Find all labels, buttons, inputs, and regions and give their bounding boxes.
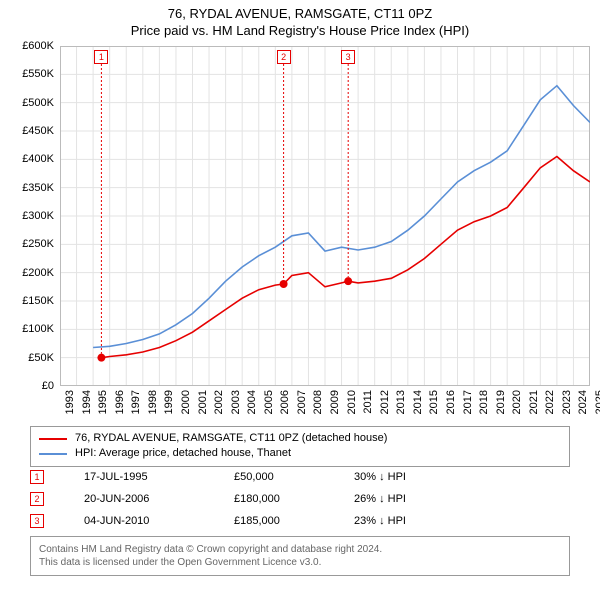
chart-title: 76, RYDAL AVENUE, RAMSGATE, CT11 0PZ Pri… <box>0 0 600 40</box>
footer-attribution: Contains HM Land Registry data © Crown c… <box>30 536 570 576</box>
x-tick-label: 2002 <box>213 390 225 414</box>
transaction-price: £185,000 <box>234 515 354 527</box>
chart-container: 76, RYDAL AVENUE, RAMSGATE, CT11 0PZ Pri… <box>0 0 600 590</box>
x-tick-label: 2022 <box>544 390 556 414</box>
x-tick-label: 2007 <box>296 390 308 414</box>
transaction-price: £50,000 <box>234 471 354 483</box>
x-tick-label: 2000 <box>180 390 192 414</box>
transaction-marker: 1 <box>30 470 44 484</box>
x-tick-label: 2025 <box>594 390 600 414</box>
transaction-marker: 2 <box>277 50 291 64</box>
x-tick-label: 2003 <box>230 390 242 414</box>
x-tick-label: 2011 <box>362 390 374 414</box>
legend-item: HPI: Average price, detached house, Than… <box>39 446 561 461</box>
transaction-marker: 3 <box>30 514 44 528</box>
transaction-hpi: 23% ↓ HPI <box>354 515 570 527</box>
y-tick-label: £200K <box>22 267 54 279</box>
x-tick-label: 2013 <box>395 390 407 414</box>
legend-swatch <box>39 438 67 440</box>
x-tick-label: 2001 <box>197 390 209 414</box>
x-tick-label: 2017 <box>462 390 474 414</box>
x-tick-label: 1995 <box>97 390 109 414</box>
footer-line-2: This data is licensed under the Open Gov… <box>39 556 561 569</box>
x-tick-label: 2024 <box>577 390 589 414</box>
y-tick-label: £0 <box>42 380 54 392</box>
footer-line-1: Contains HM Land Registry data © Crown c… <box>39 543 561 556</box>
x-tick-label: 2021 <box>528 390 540 414</box>
transaction-hpi: 30% ↓ HPI <box>354 471 570 483</box>
x-tick-label: 1998 <box>147 390 159 414</box>
y-tick-label: £600K <box>22 40 54 52</box>
y-tick-label: £150K <box>22 295 54 307</box>
x-tick-label: 1996 <box>114 390 126 414</box>
legend-swatch <box>39 453 67 455</box>
x-tick-label: 1994 <box>81 390 93 414</box>
y-tick-label: £450K <box>22 125 54 137</box>
x-tick-label: 2015 <box>428 390 440 414</box>
transaction-date: 04-JUN-2010 <box>84 515 234 527</box>
transaction-date: 17-JUL-1995 <box>84 471 234 483</box>
y-tick-label: £300K <box>22 210 54 222</box>
x-tick-label: 2006 <box>279 390 291 414</box>
transaction-row: 3 04-JUN-2010£185,00023% ↓ HPI <box>30 510 570 532</box>
title-line-2: Price paid vs. HM Land Registry's House … <box>0 23 600 40</box>
legend-item: 76, RYDAL AVENUE, RAMSGATE, CT11 0PZ (de… <box>39 431 561 446</box>
x-tick-label: 2009 <box>329 390 341 414</box>
y-tick-label: £500K <box>22 97 54 109</box>
y-tick-label: £350K <box>22 182 54 194</box>
chart-svg <box>60 46 590 386</box>
transaction-marker: 3 <box>341 50 355 64</box>
x-tick-label: 2014 <box>412 390 424 414</box>
x-axis-labels: 1993 1994 1995 1996 1997 1998 1999 2000 2001 2002… <box>60 388 590 428</box>
transaction-marker: 2 <box>30 492 44 506</box>
x-tick-label: 2018 <box>478 390 490 414</box>
transaction-row: 2 20-JUN-2006£180,00026% ↓ HPI <box>30 488 570 510</box>
transaction-row: 1 17-JUL-1995£50,00030% ↓ HPI <box>30 466 570 488</box>
transaction-marker: 1 <box>94 50 108 64</box>
title-line-1: 76, RYDAL AVENUE, RAMSGATE, CT11 0PZ <box>0 6 600 23</box>
y-tick-label: £50K <box>28 352 54 364</box>
y-tick-label: £400K <box>22 153 54 165</box>
transaction-price: £180,000 <box>234 493 354 505</box>
x-tick-label: 2004 <box>246 390 258 414</box>
x-tick-label: 2008 <box>312 390 324 414</box>
x-tick-label: 2010 <box>346 390 358 414</box>
x-tick-label: 2005 <box>263 390 275 414</box>
plot-area: 1 2 3 <box>60 46 590 386</box>
x-tick-label: 2012 <box>379 390 391 414</box>
x-tick-label: 2023 <box>561 390 573 414</box>
y-tick-label: £100K <box>22 323 54 335</box>
legend-label: HPI: Average price, detached house, Than… <box>75 446 291 461</box>
x-tick-label: 1993 <box>64 390 76 414</box>
legend-label: 76, RYDAL AVENUE, RAMSGATE, CT11 0PZ (de… <box>75 431 387 446</box>
legend: 76, RYDAL AVENUE, RAMSGATE, CT11 0PZ (de… <box>30 426 570 467</box>
x-tick-label: 2016 <box>445 390 457 414</box>
transaction-table: 1 17-JUL-1995£50,00030% ↓ HPI 2 20-JUN-2006… <box>30 466 570 532</box>
transaction-date: 20-JUN-2006 <box>84 493 234 505</box>
y-tick-label: £250K <box>22 238 54 250</box>
x-tick-label: 2020 <box>511 390 523 414</box>
x-tick-label: 1999 <box>163 390 175 414</box>
y-tick-label: £550K <box>22 68 54 80</box>
transaction-hpi: 26% ↓ HPI <box>354 493 570 505</box>
x-tick-label: 2019 <box>495 390 507 414</box>
y-axis-labels: £0£50K£100K£150K£200K£250K£300K£350K£400… <box>0 46 56 386</box>
x-tick-label: 1997 <box>130 390 142 414</box>
